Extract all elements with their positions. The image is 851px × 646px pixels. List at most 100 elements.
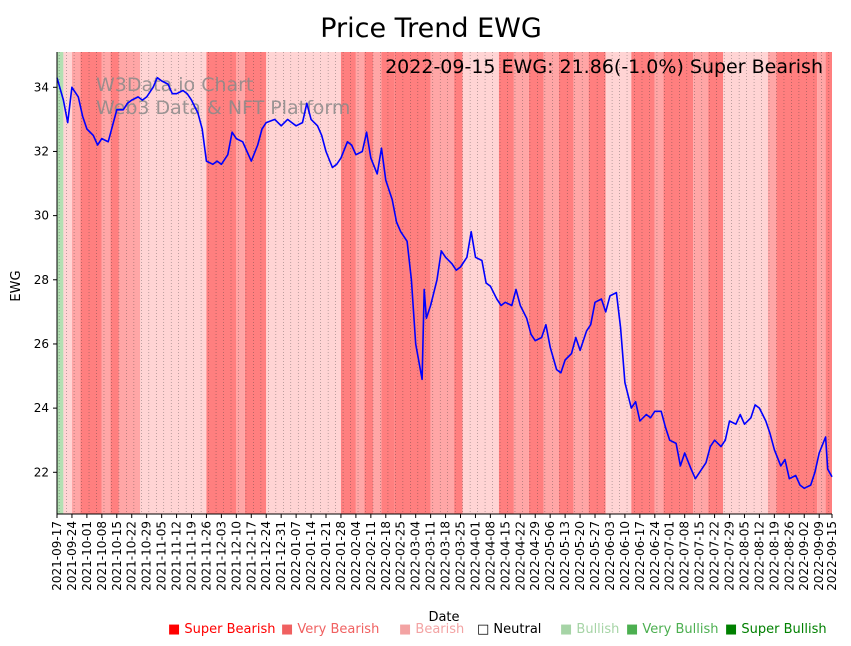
sentiment-band-9 <box>236 52 245 514</box>
x-tick-label: 2022-03-25 <box>454 521 468 591</box>
legend-item-super-bullish: ■ Super Bullish <box>725 622 827 637</box>
x-tick-label: 2022-03-18 <box>439 521 453 591</box>
y-tick-label: 28 <box>34 273 49 287</box>
x-tick-label: 2022-04-29 <box>528 521 542 591</box>
sentiment-band-34 <box>723 52 768 514</box>
sentiment-band-28 <box>605 52 632 514</box>
x-tick-label: 2022-08-26 <box>782 521 796 591</box>
x-tick-label: 2021-10-29 <box>140 521 154 591</box>
y-axis-label: EWG <box>9 270 24 301</box>
sentiment-band-19 <box>454 52 463 514</box>
x-tick-label: 2022-08-19 <box>767 521 781 591</box>
sentiment-band-21 <box>498 52 514 514</box>
x-tick-label: 2022-05-20 <box>573 521 587 591</box>
x-tick-label: 2022-01-07 <box>289 521 303 591</box>
latest-price-annotation: 2022-09-15 EWG: 21.86(-1.0%) Super Beari… <box>385 56 823 78</box>
x-tick-label: 2021-11-19 <box>185 521 199 591</box>
x-tick-label: 2021-12-10 <box>229 521 243 591</box>
sentiment-band-13 <box>355 52 365 514</box>
x-axis-ticks: 2021-09-17 2021-09-24 2021-10-01 2021-10-08… <box>50 514 839 591</box>
sentiment-band-29 <box>631 52 655 514</box>
y-axis-ticks: 22 24 26 28 30 32 34 <box>34 80 57 479</box>
y-tick-label: 24 <box>34 401 49 415</box>
x-tick-label: 2022-07-29 <box>723 521 737 591</box>
x-tick-label: 2021-12-31 <box>274 521 288 591</box>
x-tick-label: 2022-03-11 <box>424 521 438 591</box>
sentiment-band-12 <box>340 52 356 514</box>
x-tick-label: 2021-09-17 <box>50 521 64 591</box>
sentiment-band-1 <box>63 52 72 514</box>
sentiment-band-33 <box>708 52 724 514</box>
x-tick-label: 2022-07-22 <box>708 521 722 591</box>
x-tick-label: 2022-06-24 <box>648 521 662 591</box>
y-tick-label: 22 <box>34 465 49 479</box>
x-tick-label: 2022-03-04 <box>409 521 423 591</box>
y-tick-label: 34 <box>34 80 49 94</box>
x-tick-label: 2022-07-01 <box>663 521 677 591</box>
x-tick-label: 2022-02-18 <box>379 521 393 591</box>
x-axis-label: Date <box>428 610 459 625</box>
x-tick-label: 2022-06-03 <box>603 521 617 591</box>
sentiment-band-26 <box>573 52 589 514</box>
sentiment-band-30 <box>654 52 664 514</box>
legend-item-bearish: ■ Bearish <box>399 622 464 637</box>
legend-item-neutral: □ Neutral <box>477 622 541 637</box>
price-line-layer <box>56 76 833 490</box>
legend: ■ Super Bearish ■ Very Bearish ■ Bearish □ … <box>168 622 827 637</box>
price-line-ewg <box>56 76 833 490</box>
sentiment-band-31 <box>663 52 694 514</box>
sentiment-band-25 <box>558 52 574 514</box>
x-tick-label: 2022-02-11 <box>364 521 378 591</box>
x-tick-label: 2021-10-22 <box>125 521 139 591</box>
sentiment-band-2 <box>71 52 81 514</box>
sentiment-band-32 <box>693 52 709 514</box>
x-tick-label: 2021-10-15 <box>110 521 124 591</box>
sentiment-band-23 <box>528 52 544 514</box>
legend-item-very-bullish: ■ Very Bullish <box>626 622 718 637</box>
sentiment-band-11 <box>266 52 341 514</box>
x-tick-label: 2021-12-17 <box>244 521 258 591</box>
x-tick-label: 2021-11-05 <box>155 521 169 591</box>
x-tick-label: 2022-04-22 <box>513 521 527 591</box>
watermark-line-1: W3Data.io Chart <box>96 74 253 96</box>
sentiment-band-15 <box>372 52 382 514</box>
legend-item-super-bearish: ■ Super Bearish <box>168 622 276 637</box>
watermark: W3Data.io Chart Web3 Data & NFT Platform <box>96 74 350 119</box>
sentiment-band-0 <box>57 52 64 514</box>
x-tick-label: 2022-08-12 <box>752 521 766 591</box>
y-tick-label: 26 <box>34 337 49 351</box>
sentiment-band-20 <box>462 52 499 514</box>
x-tick-label: 2021-12-24 <box>259 521 273 591</box>
sentiment-band-36 <box>776 52 818 514</box>
x-tick-label: 2021-10-01 <box>80 521 94 591</box>
watermark-line-2: Web3 Data & NFT Platform <box>96 97 350 119</box>
sentiment-band-5 <box>110 52 119 514</box>
x-tick-label: 2022-06-10 <box>618 521 632 591</box>
x-tick-label: 2022-05-06 <box>543 521 557 591</box>
x-tick-label: 2022-02-04 <box>349 521 363 591</box>
x-tick-label: 2021-12-03 <box>214 521 228 591</box>
x-tick-label: 2022-05-27 <box>588 521 602 591</box>
sentiment-band-3 <box>80 52 102 514</box>
x-tick-label: 2022-05-13 <box>558 521 572 591</box>
sentiment-band-8 <box>206 52 237 514</box>
sentiment-band-4 <box>101 52 111 514</box>
x-tick-label: 2022-09-15 <box>825 521 839 591</box>
x-tick-label: 2022-08-05 <box>737 521 751 591</box>
x-tick-label: 2022-04-01 <box>468 521 482 591</box>
sentiment-band-22 <box>513 52 529 514</box>
x-tick-label: 2022-04-15 <box>498 521 512 591</box>
x-tick-label: 2021-11-12 <box>170 521 184 591</box>
sentiment-bands <box>57 52 832 514</box>
x-tick-label: 2021-09-24 <box>65 521 79 591</box>
sentiment-band-14 <box>364 52 373 514</box>
x-tick-label: 2022-07-15 <box>693 521 707 591</box>
x-tick-label: 2022-07-08 <box>678 521 692 591</box>
x-tick-label: 2022-02-25 <box>394 521 408 591</box>
legend-item-bullish: ■ Bullish <box>560 622 619 637</box>
legend-item-very-bearish: ■ Very Bearish <box>281 622 379 637</box>
x-tick-label: 2022-06-17 <box>633 521 647 591</box>
y-tick-label: 30 <box>34 209 49 223</box>
